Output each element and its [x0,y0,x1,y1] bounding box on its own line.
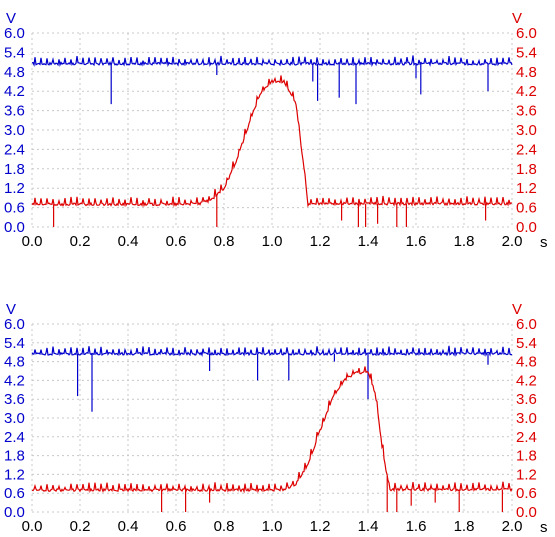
x-tick: 1.6 [406,518,427,535]
series-line-2 [31,366,513,494]
y-tick-right: 3.6 [516,391,537,408]
y-left-unit: V [6,10,16,27]
chart-panel-1: V Vs0.0 0.00.6 0.61.2 1.21.8 1.82.4 2.43.0 3.03… [4,10,548,251]
x-tick: 1.0 [262,233,283,250]
y-tick-left: 4.2 [4,83,25,100]
y-tick-left: 0.0 [4,504,25,521]
y-tick-left: 2.4 [4,141,25,158]
y-tick-right: 4.8 [516,354,537,371]
y-tick-right: 3.6 [516,103,537,120]
y-tick-right: 6.0 [516,316,537,333]
x-tick: 0.6 [166,233,187,250]
y-tick-left: 3.6 [4,391,25,408]
y-tick-left: 1.8 [4,448,25,465]
x-tick: 1.8 [454,518,475,535]
x-tick: 0.8 [214,518,235,535]
y-tick-left: 1.2 [4,466,25,483]
x-tick: 0.2 [70,233,91,250]
y-tick-left: 4.8 [4,64,25,81]
y-tick-left: 2.4 [4,429,25,446]
y-tick-right: 3.0 [516,410,537,427]
x-tick: 2.0 [502,518,523,535]
y-tick-right: 0.6 [516,485,537,502]
y-tick-left: 5.4 [4,335,25,352]
y-tick-right: 2.4 [516,141,537,158]
y-tick-right: 0.0 [516,504,537,521]
x-tick: 0.2 [70,518,91,535]
y-tick-left: 0.6 [4,485,25,502]
x-unit: s [540,519,548,536]
y-tick-left: 0.6 [4,200,25,217]
y-right-unit: V [512,10,522,27]
x-tick: 0.0 [22,518,43,535]
y-tick-right: 1.2 [516,180,537,197]
y-tick-left: 4.2 [4,372,25,389]
x-tick: 1.4 [358,518,379,535]
x-tick: 1.4 [358,233,379,250]
y-left-unit: V [6,301,16,318]
x-tick: 0.0 [22,233,43,250]
y-right-unit: V [512,301,522,318]
y-tick-left: 3.6 [4,103,25,120]
y-tick-right: 1.8 [516,448,537,465]
x-tick: 1.0 [262,518,283,535]
y-tick-right: 2.4 [516,429,537,446]
chart-panel-2: V Vs0.0 0.00.6 0.61.2 1.21.8 1.82.4 2.43.0 3.03… [4,301,548,536]
y-tick-right: 5.4 [516,44,537,61]
x-tick: 1.6 [406,233,427,250]
x-tick: 0.6 [166,518,187,535]
series-line-1 [31,345,513,357]
y-tick-left: 1.2 [4,180,25,197]
y-tick-left: 3.0 [4,122,25,139]
y-tick-left: 0.0 [4,219,25,236]
y-tick-right: 0.6 [516,200,537,217]
x-tick: 0.4 [118,233,139,250]
y-tick-left: 4.8 [4,354,25,371]
y-tick-right: 0.0 [516,219,537,236]
series-line-1 [31,55,513,68]
x-tick: 0.4 [118,518,139,535]
y-tick-left: 1.8 [4,161,25,178]
y-tick-right: 1.2 [516,466,537,483]
x-tick: 1.2 [310,233,331,250]
y-tick-right: 4.2 [516,372,537,389]
y-tick-left: 5.4 [4,44,25,61]
y-tick-left: 6.0 [4,25,25,42]
y-tick-left: 6.0 [4,316,25,333]
y-tick-right: 6.0 [516,25,537,42]
x-tick: 2.0 [502,233,523,250]
x-tick: 1.2 [310,518,331,535]
x-tick: 1.8 [454,233,475,250]
y-tick-left: 3.0 [4,410,25,427]
x-unit: s [540,234,548,251]
y-tick-right: 5.4 [516,335,537,352]
x-tick: 0.8 [214,233,235,250]
y-tick-right: 3.0 [516,122,537,139]
series-line-2 [31,75,513,208]
y-tick-right: 4.2 [516,83,537,100]
y-tick-right: 4.8 [516,64,537,81]
y-tick-right: 1.8 [516,161,537,178]
